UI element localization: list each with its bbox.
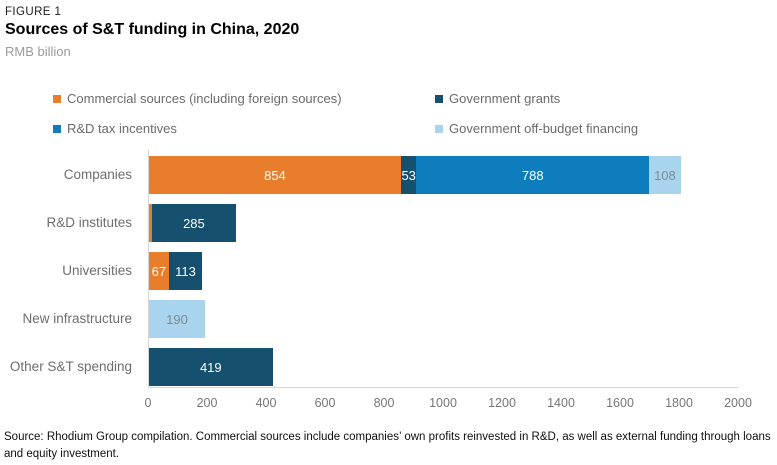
legend-item-rd-tax-incentives: R&D tax incentives xyxy=(53,121,177,136)
category-label: Universities xyxy=(62,263,132,278)
source-note: Source: Rhodium Group compilation. Comme… xyxy=(4,431,771,460)
bar-row-new-infrastructure: 190 xyxy=(149,300,205,338)
category-label: New infrastructure xyxy=(22,311,132,326)
category-label: Companies xyxy=(63,167,132,182)
legend-swatch-commercial-sources-icon xyxy=(53,94,61,103)
x-tick-label: 600 xyxy=(314,396,336,410)
bar-row-other-s-t-spending: 419 xyxy=(149,348,273,386)
category-axis: Companies R&D institutes Universities New i… xyxy=(0,150,140,388)
bar-segment xyxy=(149,204,152,242)
legend-swatch-rd-tax-incentives-icon xyxy=(53,124,61,133)
unit-label: RMB billion xyxy=(5,44,71,59)
bar-segment: 113 xyxy=(168,252,203,290)
bar-segment: 854 xyxy=(149,156,401,194)
plot-area: 854 53 788 108 285 67 113 190 419 xyxy=(148,150,738,388)
legend-swatch-government-grants-icon xyxy=(435,94,443,103)
bar-segment: 788 xyxy=(416,156,649,194)
bar-segment: 285 xyxy=(151,204,236,242)
figure-kicker: FIGURE 1 xyxy=(5,6,62,18)
bar-row-r-d-institutes: 285 xyxy=(149,204,236,242)
bar-segment: 190 xyxy=(149,300,205,338)
bar-segment: 108 xyxy=(648,156,681,194)
x-tick-label: 1000 xyxy=(429,396,457,410)
category-label: R&D institutes xyxy=(46,215,132,230)
x-axis: 0 200 400 600 800 1000 1200 1400 1600 1800 2000 xyxy=(0,396,777,412)
legend-label: Government grants xyxy=(449,91,561,106)
legend-item-government-grants: Government grants xyxy=(435,91,560,106)
x-tick-label: 800 xyxy=(373,396,395,410)
bar-segment: 67 xyxy=(149,252,169,290)
x-tick-label: 1400 xyxy=(547,396,575,410)
legend-item-government-off-budget-financing: Government off-budget financing xyxy=(435,121,638,136)
bar-row-companies: 854 53 788 108 xyxy=(149,156,681,194)
legend-label: Government off-budget financing xyxy=(449,121,639,136)
bar-row-universities: 67 113 xyxy=(149,252,203,290)
bar-segment: 53 xyxy=(400,156,417,194)
category-label: Other S&T spending xyxy=(9,359,132,374)
x-tick-label: 1600 xyxy=(606,396,634,410)
x-tick-label: 1800 xyxy=(665,396,693,410)
bar-segment: 419 xyxy=(149,348,273,386)
x-tick-label: 2000 xyxy=(724,396,752,410)
legend-swatch-government-off-budget-financing-icon xyxy=(435,124,443,133)
x-tick-label: 1200 xyxy=(488,396,516,410)
x-tick-label: 200 xyxy=(196,396,218,410)
x-tick-label: 0 xyxy=(144,396,152,410)
x-tick-label: 400 xyxy=(255,396,277,410)
legend-item-commercial-sources: Commercial sources (including foreign so… xyxy=(53,91,342,106)
page-title: Sources of S&T funding in China, 2020 xyxy=(5,21,300,38)
legend-label: Commercial sources (including foreign so… xyxy=(67,91,342,106)
legend-label: R&D tax incentives xyxy=(67,121,177,136)
